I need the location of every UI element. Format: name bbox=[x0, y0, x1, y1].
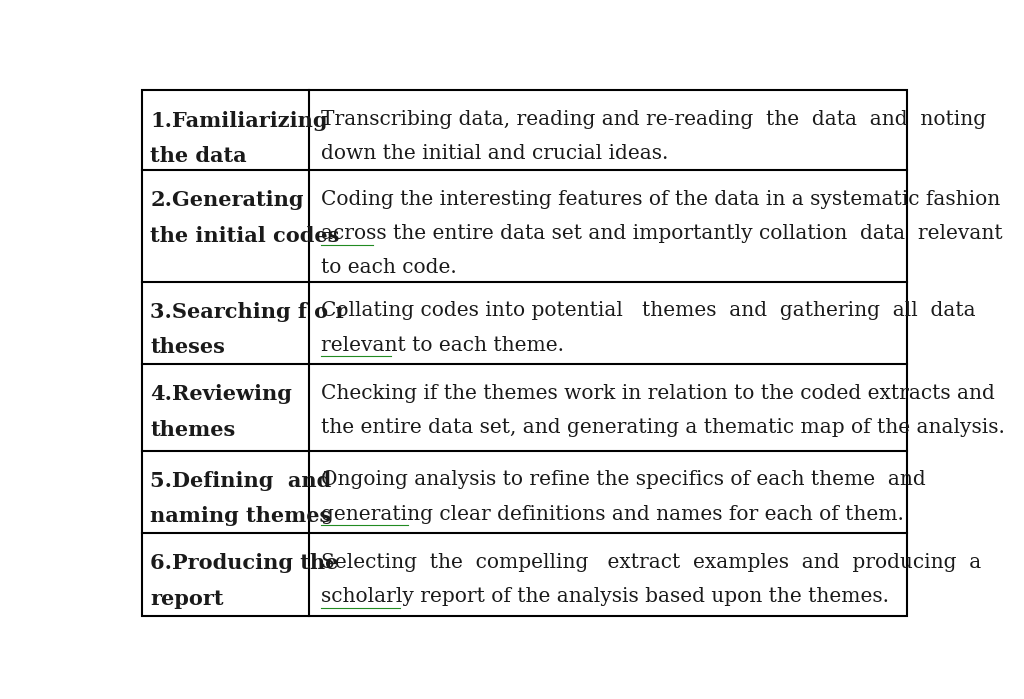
Text: 4.Reviewing: 4.Reviewing bbox=[151, 384, 292, 405]
Text: Coding the interesting features of the data in a systematic fashion: Coding the interesting features of the d… bbox=[321, 190, 1000, 209]
Text: across the entire data set and importantly collation  data  relevant: across the entire data set and important… bbox=[321, 224, 1002, 243]
Text: the initial codes: the initial codes bbox=[151, 226, 340, 246]
Text: to each code.: to each code. bbox=[321, 258, 457, 277]
Text: theses: theses bbox=[151, 337, 225, 357]
Text: themes: themes bbox=[151, 420, 236, 440]
Text: 5.Defining  and: 5.Defining and bbox=[151, 471, 332, 491]
Text: Transcribing data, reading and re-reading  the  data  and  noting: Transcribing data, reading and re-readin… bbox=[321, 110, 986, 129]
Text: Checking if the themes work in relation to the coded extracts and: Checking if the themes work in relation … bbox=[321, 384, 995, 403]
Text: Collating codes into potential   themes  and  gathering  all  data: Collating codes into potential themes an… bbox=[321, 301, 976, 320]
Text: 6.Producing the: 6.Producing the bbox=[151, 554, 339, 573]
Text: the entire data set, and generating a thematic map of the analysis.: the entire data set, and generating a th… bbox=[321, 418, 1005, 437]
Text: 2.Generating: 2.Generating bbox=[151, 190, 304, 210]
Text: 1.Familiarizing: 1.Familiarizing bbox=[151, 110, 328, 131]
Text: Ongoing analysis to refine the specifics of each theme  and: Ongoing analysis to refine the specifics… bbox=[321, 470, 926, 489]
Text: scholarly report of the analysis based upon the themes.: scholarly report of the analysis based u… bbox=[321, 587, 889, 606]
Text: report: report bbox=[151, 589, 223, 609]
Text: generating clear definitions and names for each of them.: generating clear definitions and names f… bbox=[321, 505, 904, 524]
Text: the data: the data bbox=[151, 146, 247, 166]
Text: naming themes: naming themes bbox=[151, 506, 332, 526]
Text: Selecting  the  compelling   extract  examples  and  producing  a: Selecting the compelling extract example… bbox=[321, 553, 981, 572]
Text: down the initial and crucial ideas.: down the initial and crucial ideas. bbox=[321, 144, 669, 164]
Text: 3.Searching f o r: 3.Searching f o r bbox=[151, 302, 346, 322]
Text: relevant to each theme.: relevant to each theme. bbox=[321, 336, 564, 354]
